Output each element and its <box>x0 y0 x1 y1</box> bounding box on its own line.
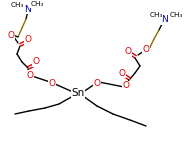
Text: Sn: Sn <box>71 88 85 98</box>
Text: O: O <box>119 69 125 77</box>
Text: N: N <box>162 16 168 24</box>
Text: CH₃: CH₃ <box>149 12 163 18</box>
Text: CH₃: CH₃ <box>169 12 183 18</box>
Text: O: O <box>25 35 31 45</box>
Text: O: O <box>32 58 40 66</box>
Text: O: O <box>123 82 130 90</box>
Text: CH₃: CH₃ <box>10 2 24 8</box>
Text: CH₃: CH₃ <box>30 1 44 7</box>
Text: O: O <box>48 79 56 87</box>
Text: N: N <box>25 5 31 13</box>
Text: O: O <box>124 48 131 56</box>
Text: O: O <box>26 71 34 79</box>
Text: O: O <box>93 79 101 87</box>
Text: O: O <box>142 45 150 53</box>
Text: O: O <box>8 32 14 40</box>
